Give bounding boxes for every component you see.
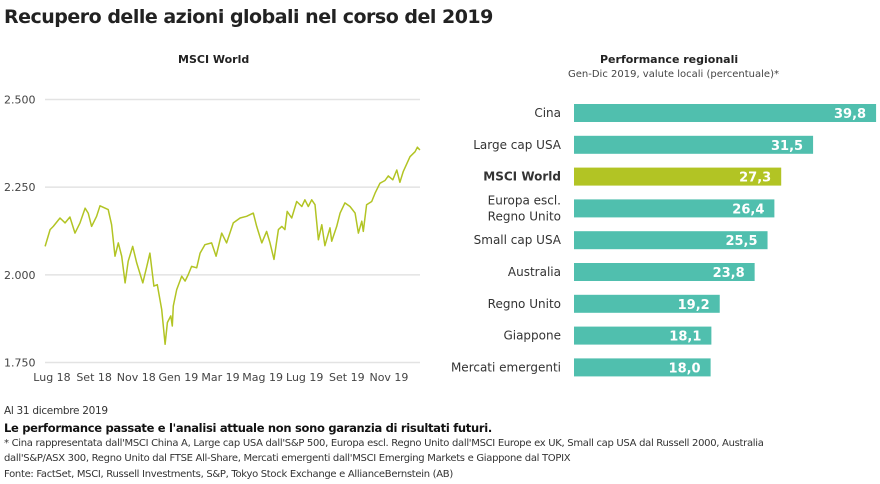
x-tick-label: Gen 19 [158,371,198,384]
x-tick-label: Set 19 [329,371,365,384]
footer-note-1: * Cina rappresentata dall'MSCI China A, … [4,438,764,449]
bar-4 [574,231,768,250]
bar-6 [574,294,720,313]
category-label: MSCI World [483,170,561,184]
category-label: Mercati emergenti [451,360,561,374]
bar-3 [574,199,775,218]
category-label: Australia [508,265,561,279]
footer-note-2: dall'S&P/ASX 300, Regno Unito dal FTSE A… [4,453,571,464]
x-tick-label: Nov 18 [117,371,156,384]
category-label: Regno Unito [488,209,561,223]
bar-value-label: 19,2 [678,298,710,313]
category-label: Cina [534,106,561,120]
category-label: Small cap USA [474,233,562,247]
bar-value-label: 23,8 [713,266,745,281]
y-tick-label: 2.000 [4,269,36,282]
bar-7 [574,326,712,345]
y-tick-label: 1.750 [4,357,36,370]
x-tick-label: Set 18 [76,371,112,384]
x-tick-label: Lug 18 [33,371,70,384]
msci-world-line [44,146,421,346]
bar-chart: 39,8 Cina 31,5 Large cap USA 27,3 MSCI World 2… [451,104,877,377]
bar-1 [574,135,814,154]
bar-5 [574,263,755,281]
bar-chart-title: Performance regionali [600,53,739,66]
line-chart-title: MSCI World [178,53,250,66]
footer-disclaimer: Le performance passate e l'analisi attua… [4,421,492,435]
bar-0 [574,104,877,122]
bar-value-label: 39,8 [834,107,866,122]
x-tick-label: Mar 19 [201,371,239,384]
x-tick-label: Nov 19 [369,371,408,384]
y-tick-label: 2.250 [4,181,36,194]
bar-chart-subtitle: Gen-Dic 2019, valute locali (percentuale… [568,69,779,80]
category-label: Regno Unito [488,297,561,311]
bar-value-label: 26,4 [732,202,764,217]
category-label: Europa escl. [488,193,561,207]
footer-date: Al 31 dicembre 2019 [4,405,108,417]
bar-8 [574,358,711,377]
page-title: Recupero delle azioni globali nel corso … [4,6,493,28]
category-label: Giappone [503,329,561,343]
bar-value-label: 18,1 [669,330,701,345]
x-tick-label: Lug 19 [286,371,323,384]
bar-2 [574,167,782,186]
bar-value-label: 27,3 [739,171,771,186]
bar-value-label: 31,5 [771,139,803,154]
x-tick-label: Mag 19 [242,371,283,384]
bar-value-label: 18,0 [669,361,701,376]
category-label: Large cap USA [473,138,562,152]
footer-source: Fonte: FactSet, MSCI, Russell Investment… [4,469,453,480]
bar-value-label: 25,5 [725,234,757,249]
y-tick-label: 2.500 [4,94,36,107]
